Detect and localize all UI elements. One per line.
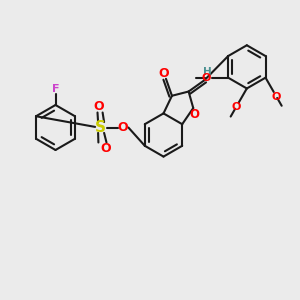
Text: O: O <box>100 142 111 155</box>
Text: H: H <box>202 67 211 77</box>
Text: S: S <box>95 120 106 135</box>
Text: O: O <box>93 100 104 113</box>
Text: O: O <box>202 73 211 83</box>
Text: O: O <box>118 121 128 134</box>
Text: O: O <box>159 67 169 80</box>
Text: O: O <box>272 92 281 102</box>
Text: F: F <box>52 84 59 94</box>
Text: O: O <box>231 103 241 112</box>
Text: O: O <box>190 108 200 121</box>
